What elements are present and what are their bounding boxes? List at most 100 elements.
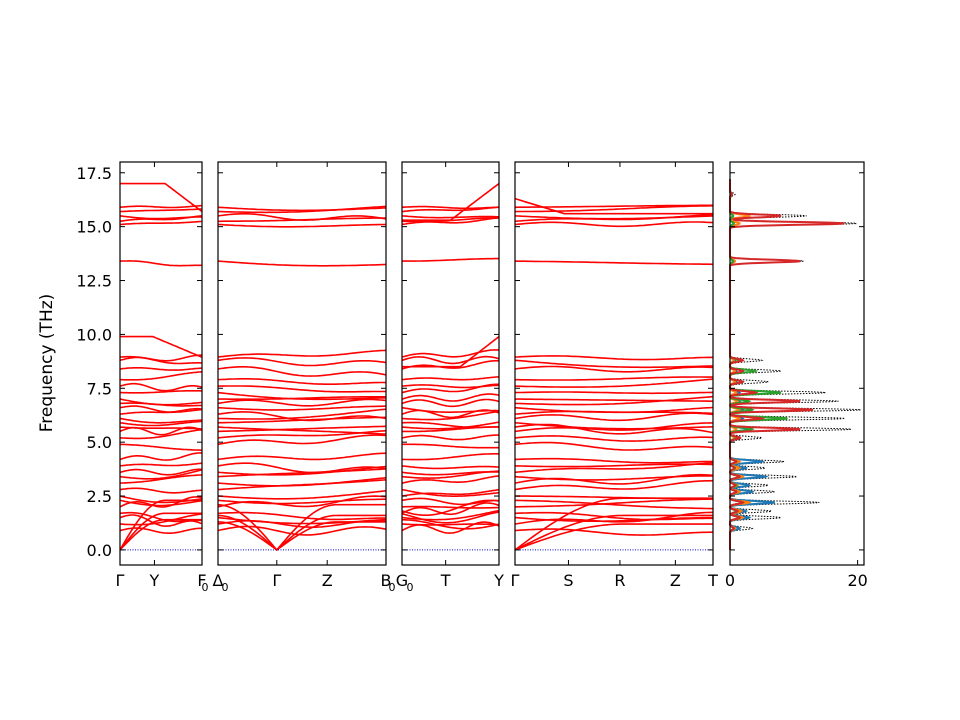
band-line [120,390,203,394]
band-line [119,462,203,467]
band-line [217,378,387,385]
band-line [514,197,713,215]
band-line [217,511,386,521]
band-line [514,395,714,406]
band-line [217,465,387,476]
band-line [119,420,203,427]
path-point-label: R [614,571,625,590]
band-line [514,435,714,442]
path-point-label: Γ [272,571,281,590]
band-line [218,408,387,420]
band-line [120,513,203,526]
band-line [401,376,500,381]
path-point-subscript: 0 [389,581,396,594]
band-line [401,410,500,421]
path-point-label: T [440,571,451,590]
band-line [515,463,713,468]
path-point-label: Z [670,571,681,590]
dos-x-tick-label: 20 [847,571,867,590]
band-line [514,461,714,474]
band-line [402,443,499,449]
band-line [402,182,500,221]
band-line [401,421,499,429]
band-line [119,474,203,484]
band-line [401,475,500,484]
band-line [514,204,714,209]
band-line [402,453,499,461]
y-tick-label: 12.5 [76,272,112,291]
band-line [119,215,202,220]
path-point-label: Y [493,571,504,590]
band-line [514,355,714,361]
y-tick-label: 17.5 [76,164,112,183]
band-line [514,475,713,481]
band-line [401,384,500,389]
path-point-label: Z [322,571,333,590]
band-line [514,495,713,500]
band-line [402,523,499,526]
band-line [119,426,203,430]
band-line [217,398,387,407]
band-panel-1 [119,161,203,566]
dos-panel: 0 20 [725,161,868,590]
y-tick-label: 10.0 [76,325,112,344]
band-line [119,495,203,504]
band-line [217,477,387,487]
band-line [401,398,500,408]
path-point-subscript: 0 [222,581,229,594]
band-line [514,422,714,430]
band-line [120,182,203,213]
band-line [120,260,202,267]
band-line [515,398,713,402]
band-line [217,462,387,474]
path-point-subscript: 0 [407,581,414,594]
band-line [119,452,202,461]
band-panel-4 [514,161,714,566]
band-line [217,514,386,551]
band-line [217,260,387,267]
band-lines [119,182,203,551]
band-line [119,469,203,480]
band-line [401,502,500,516]
band-line [119,499,203,507]
band-line [119,382,203,392]
band-line [514,365,714,373]
band-line [119,208,203,213]
y-tick-label: 2.5 [87,487,112,506]
band-line [401,488,500,497]
band-line [218,385,386,393]
path-point-label: Y [149,571,160,590]
band-line [217,468,387,478]
panel-frame [729,161,865,566]
panel-frame [119,161,203,566]
panel-frame [217,161,387,566]
band-line [119,204,203,209]
band-line [401,497,499,506]
band-line [119,512,202,551]
path-point-label: Δ [213,571,224,590]
band-line [514,511,713,521]
band-line [217,349,387,358]
path-point-label: T [707,571,718,590]
band-line [119,487,203,494]
band-line [515,498,714,508]
band-line [514,359,714,369]
band-line [119,417,202,424]
path-point-label: S [563,571,573,590]
band-line [514,479,714,491]
band-line [514,221,714,228]
path-point-label: Γ [511,571,520,590]
panel-frame [401,161,500,566]
band-line [401,360,499,370]
band-line [120,355,202,365]
path-labels: Γ Y F Δ Γ Z B G T Y Γ S R Z T0 0 0 0 [116,571,719,594]
y-tick-label: 0.0 [87,541,112,560]
band-line [217,525,387,536]
band-line [217,366,387,377]
band-lines [401,182,500,534]
band-line [119,511,202,523]
band-line [514,422,713,433]
band-line [217,206,387,212]
band-line [514,406,714,415]
band-line [119,405,203,413]
